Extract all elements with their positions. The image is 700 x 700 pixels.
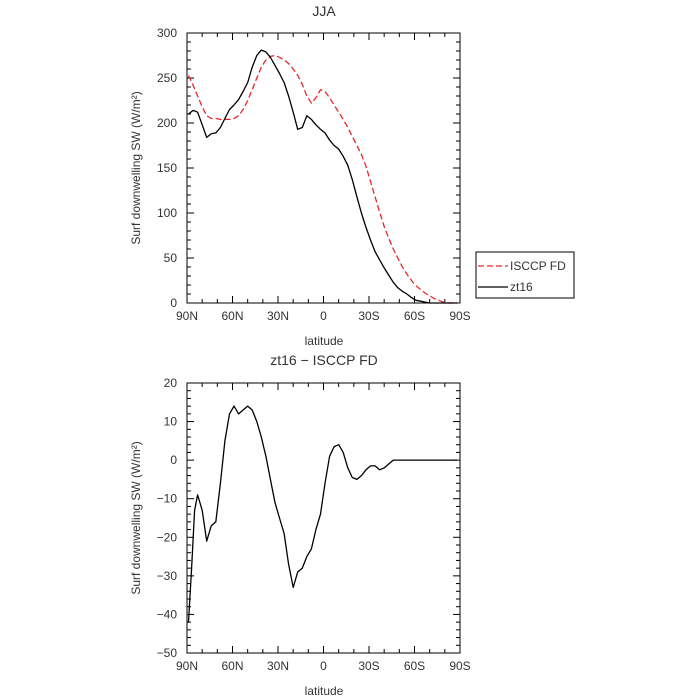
- bottom-x-tick-label: 30S: [358, 659, 379, 673]
- top-y-tick-label: 0: [170, 296, 177, 310]
- bottom-y-tick-label: 10: [164, 415, 178, 429]
- top-y-tick-label: 100: [157, 206, 177, 220]
- bottom-panel: zt16 − ISCCP FD latitude Surf downwellin…: [129, 352, 471, 698]
- top-y-tick-label: 200: [157, 116, 177, 130]
- bottom-y-tick-label: −50: [157, 646, 178, 660]
- bottom-y-tick-label: −40: [157, 607, 178, 621]
- bottom-chart-ylabel: Surf downwelling SW (W/m²): [129, 441, 143, 594]
- top-chart-ylabel: Surf downwelling SW (W/m²): [129, 91, 143, 244]
- bottom-chart-xlabel: latitude: [305, 684, 344, 698]
- bottom-chart-title: zt16 − ISCCP FD: [270, 352, 378, 368]
- bottom-x-tick-label: 60S: [404, 659, 425, 673]
- top-panel: JJA latitude Surf downwelling SW (W/m²) …: [129, 3, 471, 348]
- bottom-x-tick-label: 90S: [449, 659, 470, 673]
- top-chart-xlabel: latitude: [305, 334, 344, 348]
- legend-box: [475, 251, 575, 299]
- legend-label-isccp: ISCCP FD: [510, 259, 566, 273]
- legend-label-zt16: zt16: [510, 280, 533, 294]
- bottom-x-tick-label: 30N: [267, 659, 289, 673]
- top-y-tick-label: 250: [157, 71, 177, 85]
- top-series-line-isccp-fd: [187, 54, 457, 304]
- bottom-y-tick-label: −10: [157, 492, 178, 506]
- top-x-tick-label: 30S: [358, 309, 379, 323]
- top-plot-frame: [186, 32, 461, 304]
- top-x-tick-label: 60S: [404, 309, 425, 323]
- top-chart-legend: ISCCP FD zt16: [475, 251, 575, 299]
- bottom-y-tick-label: 20: [164, 376, 178, 390]
- bottom-y-tick-label: −20: [157, 530, 178, 544]
- top-y-tick-label: 150: [157, 161, 177, 175]
- bottom-x-tick-label: 60N: [221, 659, 243, 673]
- top-y-tick-label: 50: [164, 251, 178, 265]
- top-chart-title: JJA: [312, 3, 336, 19]
- bottom-x-tick-label: 90N: [176, 659, 198, 673]
- bottom-y-tick-label: 0: [170, 453, 177, 467]
- top-x-tick-label: 30N: [267, 309, 289, 323]
- top-x-tick-label: 0: [320, 309, 327, 323]
- top-x-tick-label: 60N: [221, 309, 243, 323]
- top-x-tick-label: 90N: [176, 309, 198, 323]
- top-y-tick-label: 300: [157, 26, 177, 40]
- bottom-series-line-0: [187, 405, 457, 623]
- top-x-tick-label: 90S: [449, 309, 470, 323]
- bottom-y-tick-label: −30: [157, 569, 178, 583]
- top-series-line-zt16: [188, 49, 457, 304]
- bottom-x-tick-label: 0: [320, 659, 327, 673]
